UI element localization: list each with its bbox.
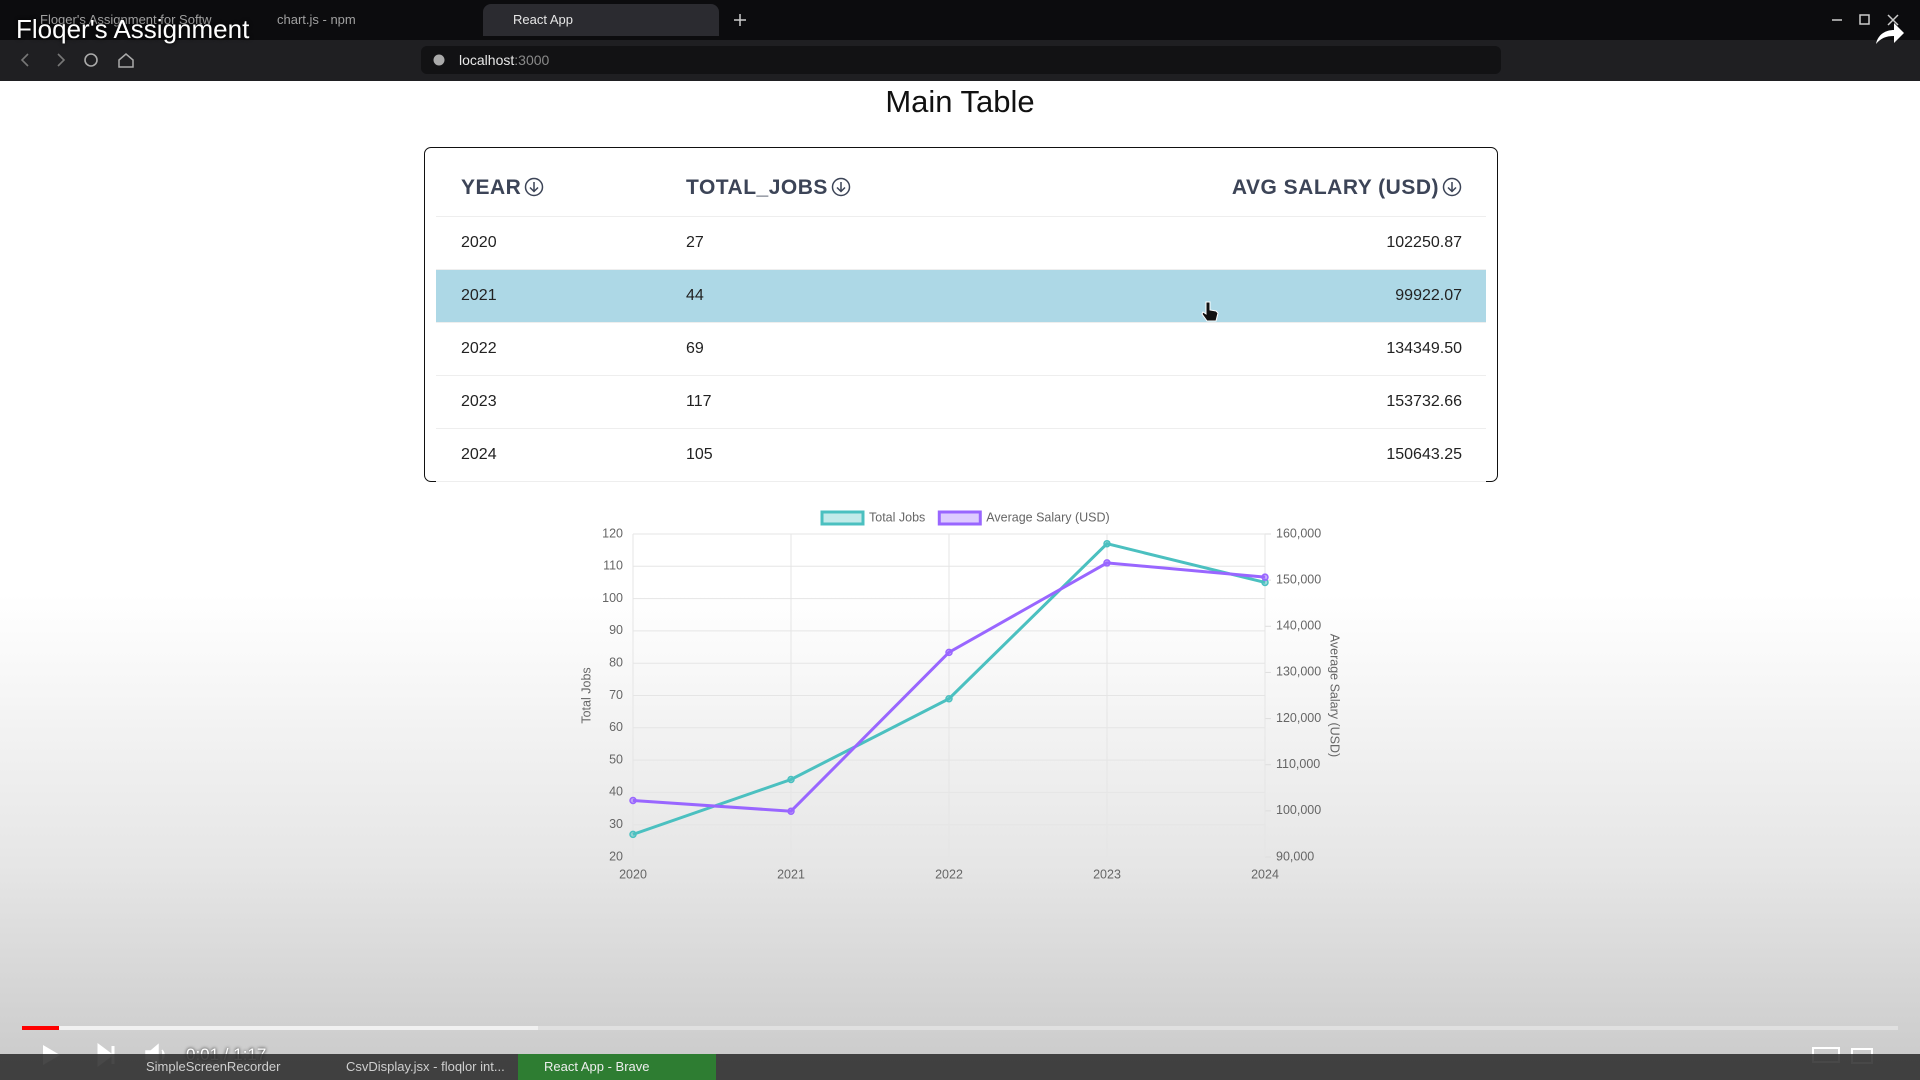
data-point — [787, 775, 795, 784]
nav-buttons[interactable] — [16, 50, 136, 70]
new-tab-button[interactable] — [732, 12, 748, 28]
y2-tick-label: 100,000 — [1276, 803, 1321, 817]
table-cell: 2021 — [436, 269, 661, 323]
data-point — [1103, 559, 1111, 567]
y-tick-label: 110 — [603, 559, 623, 573]
table-cell: 99922.07 — [1016, 269, 1486, 323]
table-container: YEAR TOTAL_JOBS AVG SALARY (USD) 2020 27 1… — [424, 147, 1498, 482]
y2-tick-label: 130,000 — [1276, 665, 1321, 679]
y-tick-label: 30 — [609, 817, 623, 831]
progress-played — [22, 1026, 59, 1030]
browser-chrome: Floqer's Assignment for Softw chart.js -… — [0, 0, 1920, 81]
table-cell: 134349.50 — [1016, 322, 1486, 376]
table-cell: 150643.25 — [1016, 428, 1486, 482]
header-text: YEAR — [461, 176, 522, 199]
taskbar: SimpleScreenRecorder CsvDisplay.jsx - fl… — [0, 1054, 1920, 1080]
y2-tick-label: 120,000 — [1276, 711, 1321, 725]
y2-tick-label: 160,000 — [1276, 526, 1321, 540]
taskbar-item[interactable]: React App - Brave — [518, 1054, 716, 1080]
table-row: 2020 27 102250.87 — [436, 216, 1486, 270]
data-point — [1103, 539, 1111, 548]
table-cell: 44 — [661, 269, 1016, 323]
y2-tick-label: 140,000 — [1276, 619, 1321, 633]
url: localhost:3000 — [459, 46, 549, 74]
table-row: 2021 44 99922.07 — [436, 269, 1486, 323]
url-host: localhost — [459, 52, 515, 68]
sort-icon[interactable] — [1442, 177, 1462, 197]
table-row: 2023 117 153732.66 — [436, 375, 1486, 429]
column-header[interactable]: TOTAL_JOBS — [661, 160, 1016, 217]
table-cell: 2020 — [436, 216, 661, 270]
y-tick-label: 100 — [602, 591, 623, 605]
mouse-cursor — [1201, 301, 1219, 322]
taskbar-item[interactable]: CsvDisplay.jsx - floqlor int... — [346, 1059, 505, 1074]
y-tick-label: 50 — [609, 752, 623, 766]
table-row: 2022 69 134349.50 — [436, 322, 1486, 376]
table-row: 2024 105 150643.25 — [436, 428, 1486, 482]
y2-tick-label: 90,000 — [1276, 849, 1314, 863]
sort-icon[interactable] — [831, 177, 851, 197]
x-tick-label: 2021 — [777, 867, 805, 881]
window-controls[interactable] — [1830, 12, 1910, 28]
data-point — [945, 694, 953, 703]
chart: 20 30 40 50 60 70 80 90 100 110 120 90,000 100,000 11… — [579, 510, 1342, 881]
url-port: :3000 — [514, 52, 550, 68]
legend-swatch — [820, 510, 865, 526]
address-bar[interactable]: localhost:3000 — [421, 46, 1501, 74]
y-tick-label: 80 — [609, 655, 623, 669]
x-tick-label: 2022 — [935, 867, 963, 881]
y2-tick-label: 150,000 — [1276, 572, 1321, 586]
legend-label: Total Jobs — [869, 510, 925, 524]
taskbar-item[interactable]: SimpleScreenRecorder — [146, 1059, 281, 1074]
header-text: AVG SALARY (USD) — [1231, 176, 1439, 199]
y-tick-label: 120 — [602, 526, 623, 540]
header-row: YEAR TOTAL_JOBS AVG SALARY (USD) — [436, 160, 1486, 217]
data-point — [945, 648, 953, 657]
legend-swatch — [937, 510, 982, 526]
y-tick-label: 90 — [609, 623, 623, 637]
x-tick-label: 2020 — [619, 867, 647, 881]
y-tick-label: 20 — [609, 849, 623, 863]
column-header[interactable]: AVG SALARY (USD) — [1016, 160, 1486, 217]
legend-label: Average Salary (USD) — [986, 510, 1109, 524]
table-cell: 69 — [661, 322, 1016, 376]
tab[interactable]: Floqer's Assignment for Softw — [40, 12, 212, 27]
y-tick-label: 70 — [609, 688, 623, 702]
y-axis-title: Total Jobs — [579, 667, 593, 723]
y2-tick-label: 110,000 — [1276, 757, 1320, 771]
column-header[interactable]: YEAR — [436, 160, 661, 217]
table-cell: 2023 — [436, 375, 661, 429]
table-cell: 27 — [661, 216, 1016, 270]
x-tick-label: 2023 — [1093, 867, 1121, 881]
table-cell: 117 — [661, 375, 1016, 429]
data-point — [787, 807, 795, 815]
data-point — [629, 796, 637, 805]
table-head: YEAR TOTAL_JOBS AVG SALARY (USD) — [436, 160, 1486, 217]
sort-icon[interactable] — [524, 177, 544, 197]
site-info-icon[interactable] — [433, 54, 445, 66]
table-cell: 2024 — [436, 428, 661, 482]
data-table: YEAR TOTAL_JOBS AVG SALARY (USD) 2020 27 1… — [436, 160, 1486, 482]
y2-axis-title: Average Salary (USD) — [1328, 634, 1342, 757]
progress-track[interactable] — [22, 1026, 1898, 1030]
data-point — [629, 830, 637, 839]
video-title: Floqer's Assignment — [16, 14, 250, 44]
page-heading: Main Table — [885, 84, 1035, 119]
header-text: TOTAL_JOBS — [686, 176, 828, 199]
table-cell: 2022 — [436, 322, 661, 376]
tab[interactable]: chart.js - npm — [277, 12, 356, 27]
table-cell: 102250.87 — [1016, 216, 1486, 270]
table-cell: 153732.66 — [1016, 375, 1486, 429]
y-tick-label: 40 — [609, 785, 623, 799]
y-tick-label: 60 — [609, 720, 623, 734]
progress-buffer — [22, 1026, 538, 1030]
data-point — [1261, 573, 1269, 581]
tab-strip: Floqer's Assignment for Softw chart.js -… — [0, 0, 1920, 40]
share-icon[interactable] — [1872, 18, 1906, 48]
table-body: 2020 27 102250.87 2021 44 99922.07 2022 69 13434… — [436, 216, 1486, 482]
x-tick-label: 2024 — [1251, 867, 1279, 881]
tab[interactable]: React App — [483, 4, 719, 36]
table-cell: 105 — [661, 428, 1016, 482]
